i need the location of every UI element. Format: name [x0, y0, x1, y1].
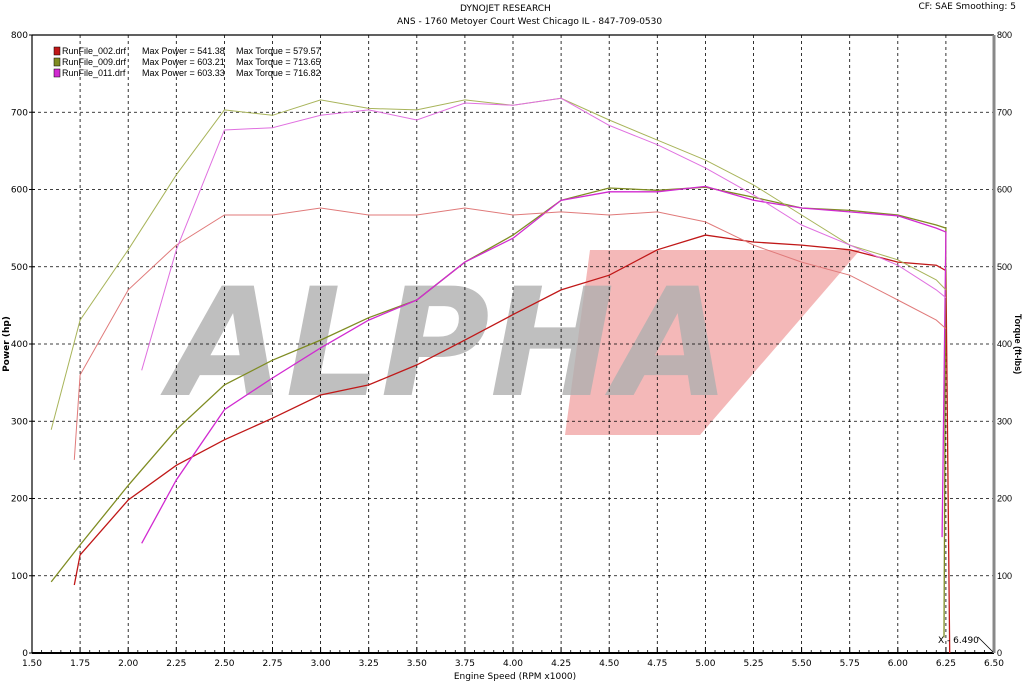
y-tick-label: 500 [11, 263, 28, 273]
x-tick-label: 2.50 [214, 659, 234, 669]
series-power-runfile-002-drf [73, 234, 951, 654]
x-tick-label: 2.75 [262, 659, 282, 669]
series-torque-runfile-011-drf [141, 97, 947, 371]
x-tick-label: 4.25 [551, 659, 571, 669]
y2-tick-label: 0 [997, 648, 1002, 658]
legend-swatch [53, 57, 61, 67]
legend-swatch [53, 68, 61, 78]
y-tick-label: 100 [11, 572, 28, 582]
x-tick-label: 3.00 [311, 659, 331, 669]
y2-tick-label: 700 [997, 107, 1012, 117]
y-axis-label: Power (hp) [2, 316, 12, 372]
y-tick-label: 0 [22, 649, 28, 659]
x-tick-label: 2.00 [118, 659, 138, 669]
x-tick-label: 3.50 [407, 659, 427, 669]
legend-swatch [53, 46, 61, 56]
y2-tick-label: 800 [997, 30, 1012, 40]
y2-tick-label: 100 [997, 571, 1012, 581]
cursor-readout: X - 6.490 [938, 636, 979, 646]
x-tick-label: 1.50 [22, 659, 42, 669]
legend-max-torque: Max Torque = 579.57 [236, 46, 321, 56]
y-tick-label: 400 [11, 340, 28, 350]
x-tick-label: 2.25 [166, 659, 186, 669]
legend-max-torque: Max Torque = 713.65 [236, 57, 321, 67]
legend-max-power: Max Power = 603.21 [142, 57, 225, 67]
chart-subtitle: ANS - 1760 Metoyer Court West Chicago IL… [397, 17, 663, 27]
x-tick-label: 5.50 [792, 659, 812, 669]
x-tick-label: 5.75 [840, 659, 860, 669]
alpha-watermark: ALPHA [160, 250, 860, 435]
series-power-runfile-011-drf [141, 185, 947, 544]
y-tick-label: 300 [11, 417, 28, 427]
legend-file: RunFile_009.drf [62, 57, 127, 67]
y2-tick-label: 200 [997, 494, 1012, 504]
chart-title: DYNOJET RESEARCH [460, 4, 551, 14]
y-tick-label: 200 [11, 495, 28, 505]
x-tick-label: 4.75 [647, 659, 667, 669]
x-tick-label: 4.00 [503, 659, 523, 669]
legend-max-power: Max Power = 541.38 [142, 46, 225, 56]
x-tick-label: 6.50 [984, 659, 1004, 669]
y-tick-label: 700 [11, 108, 28, 118]
series-power-runfile-009-drf [50, 186, 947, 638]
y2-tick-label: 400 [997, 339, 1012, 349]
x-tick-label: 5.00 [695, 659, 715, 669]
series-torque-runfile-002-drf [73, 207, 947, 460]
legend-file: RunFile_011.drf [62, 68, 126, 78]
x-tick-label: 3.25 [359, 659, 379, 669]
y-tick-label: 600 [11, 186, 28, 196]
legend-max-power: Max Power = 603.33 [142, 68, 225, 78]
x-tick-label: 6.00 [888, 659, 908, 669]
y2-tick-label: 600 [997, 185, 1012, 195]
y2-tick-label: 300 [997, 416, 1012, 426]
legend-file: RunFile_002.drf [62, 46, 127, 56]
cursor-pointer [977, 636, 994, 653]
y2-tick-label: 500 [997, 262, 1012, 272]
legend-max-torque: Max Torque = 716.82 [236, 68, 321, 78]
y2-axis-label: Torque (ft-lbs) [1013, 314, 1023, 374]
x-tick-label: 6.25 [936, 659, 956, 669]
x-tick-label: 3.75 [455, 659, 475, 669]
x-axis-label: Engine Speed (RPM x1000) [454, 672, 576, 682]
x-tick-label: 4.50 [599, 659, 619, 669]
x-tick-label: 1.75 [70, 659, 90, 669]
y-tick-label: 800 [11, 31, 28, 41]
watermark-red-shape [565, 250, 860, 435]
settings-label: CF: SAE Smoothing: 5 [918, 2, 1016, 12]
x-tick-label: 5.25 [743, 659, 763, 669]
